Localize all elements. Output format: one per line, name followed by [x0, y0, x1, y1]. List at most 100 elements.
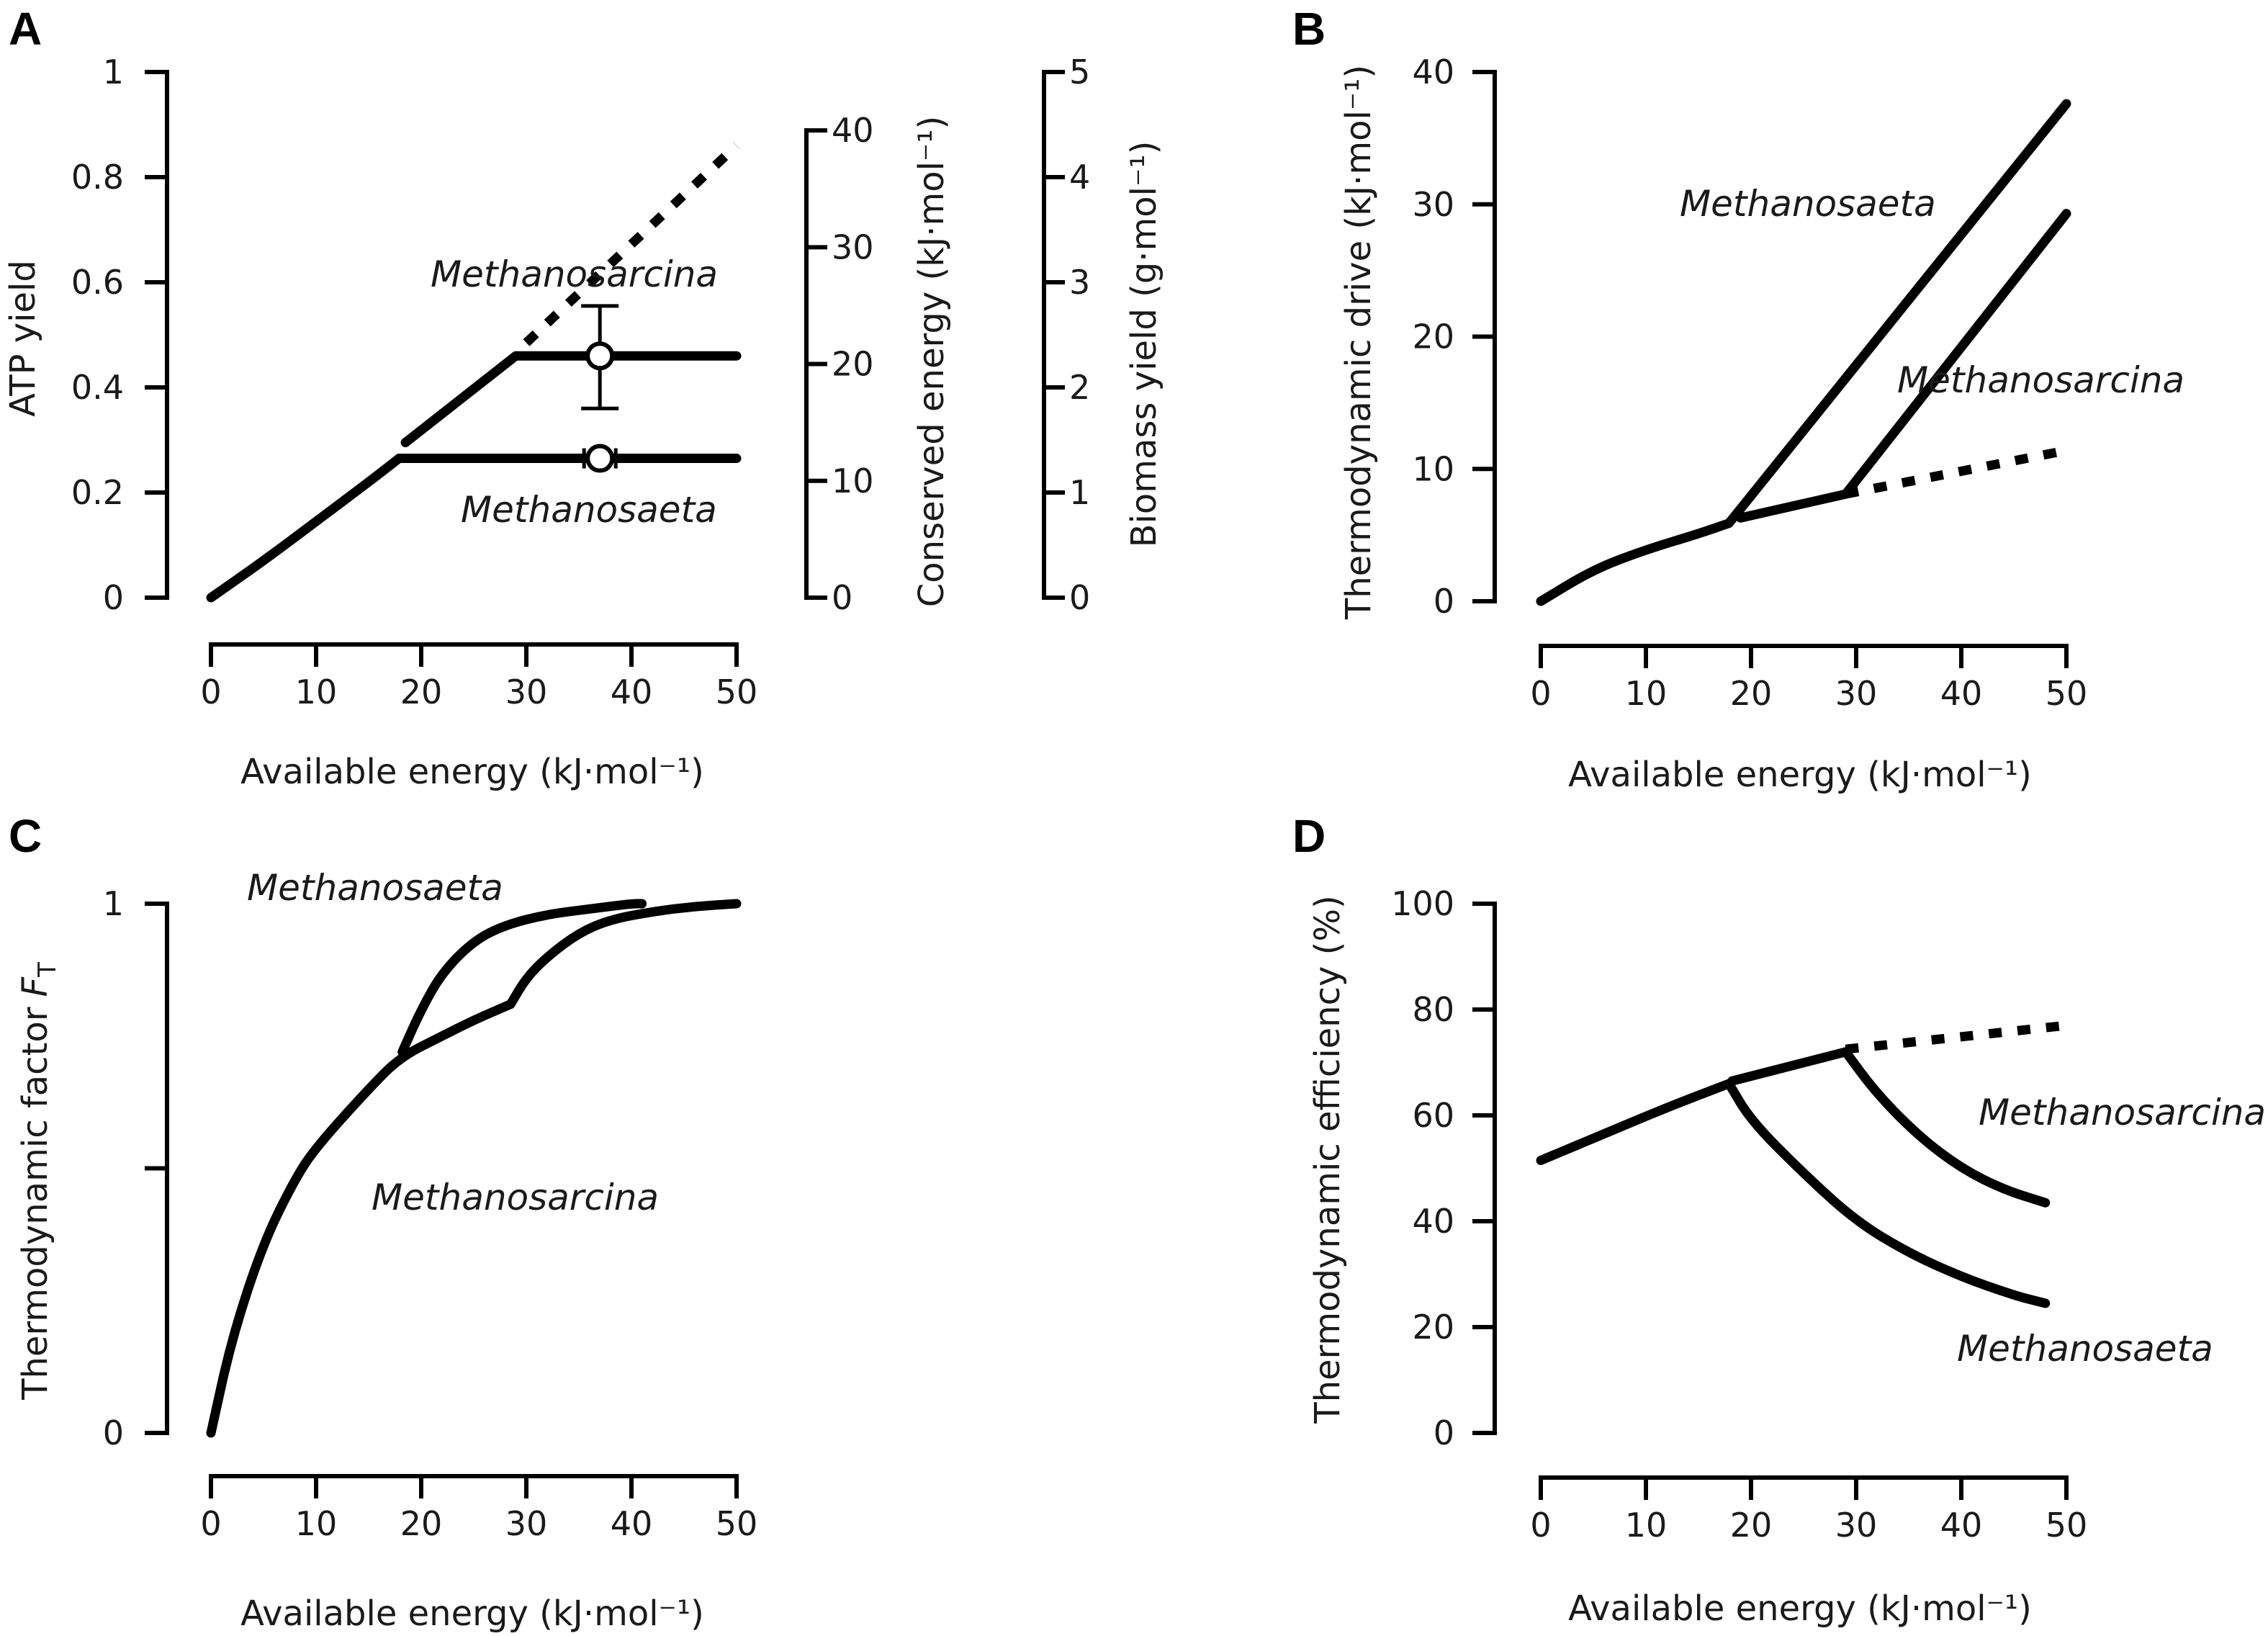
panel-b: B 0 10 20 30 40 50 0 10 20 30 40 Methanosaeta Meth… — [1292, 3, 2184, 795]
panel-a-x-tick-label: 10 — [295, 673, 338, 711]
panel-d-y-tick-label: 60 — [1412, 1096, 1454, 1135]
panel-letter-c: C — [9, 810, 42, 862]
panel-b-x-tick-label: 40 — [1940, 674, 1983, 713]
panel-c-y-axis-label: Thermodynamic factor FT — [15, 962, 62, 1401]
panel-c-x-axis-label: Available energy (kJ·mol⁻¹) — [240, 1594, 704, 1634]
panel-b-y-tick-label: 30 — [1412, 185, 1454, 224]
panel-a-series-shared-linear-rise — [206, 454, 404, 603]
panel-c: C 0 10 20 30 40 50 0 1 Methanosaeta Methanosarc… — [9, 810, 757, 1634]
panel-a-y-axis-label: ATP yield — [3, 260, 43, 417]
panel-c-x-tick-label: 40 — [611, 1504, 653, 1543]
panel-b-x-axis-label: Available energy (kJ·mol⁻¹) — [1568, 755, 2032, 795]
label-methanosarcina-b: Methanosarcina — [1897, 359, 2184, 401]
label-methanosaeta-c: Methanosaeta — [247, 867, 503, 909]
panel-c-plot-area: 0 10 20 30 40 50 0 1 — [103, 884, 758, 1543]
panel-c-x-tick-label: 10 — [295, 1504, 338, 1543]
panel-c-y-axis-subscript: T — [33, 962, 62, 978]
panel-d-x-tick-label: 50 — [2046, 1506, 2088, 1545]
panel-b-y-tick-label: 0 — [1434, 582, 1454, 621]
panel-a-conserved-energy-axis-label: Conserved energy (kJ·mol⁻¹) — [912, 116, 952, 607]
label-methanosaeta-a: Methanosaeta — [461, 489, 717, 531]
panel-c-x-tick-label: 20 — [400, 1504, 443, 1543]
panel-a-x-tick-label: 50 — [716, 673, 758, 711]
panel-b-series-methanosaeta — [1724, 99, 2071, 529]
label-methanosaeta-d: Methanosaeta — [1957, 1328, 2213, 1370]
panel-a-conserved-energy-tick-label: 10 — [832, 462, 874, 500]
panel-a-y-tick-label: 0.8 — [71, 158, 124, 197]
panel-b-y-axis-label: Thermodynamic drive (kJ·mol⁻¹) — [1338, 65, 1379, 620]
panel-b-x-tick-label: 30 — [1835, 674, 1878, 713]
panel-b-y-tick-label: 20 — [1412, 318, 1454, 356]
panel-a-conserved-energy-tick-label: 0 — [832, 578, 852, 617]
panel-b-x-tick-label: 50 — [2046, 674, 2088, 713]
panel-c-series-methanosarcina — [505, 899, 742, 1010]
panel-letter-b: B — [1292, 3, 1326, 55]
panel-a-biomass-axis-label: Biomass yield (g·mol⁻¹) — [1124, 141, 1164, 548]
panel-b-series-shared — [1536, 518, 1734, 606]
panel-b-series-methanosarcina-extrapolated — [1845, 446, 2068, 499]
panel-a-point-methanosarcina-observed — [585, 341, 615, 371]
panel-a-conserved-energy-tick-label: 20 — [832, 345, 874, 384]
panel-b-plot-area: 0 10 20 30 40 50 0 10 20 30 40 — [1412, 53, 2087, 713]
panel-a-conserved-energy-tick-label: 40 — [832, 111, 874, 150]
panel-a: A 0 10 20 30 40 5000.20.40.60.810102030400123… — [3, 3, 1164, 792]
label-methanosaeta-b: Methanosaeta — [1680, 183, 1936, 225]
panel-c-x-tick-label: 50 — [716, 1504, 758, 1543]
panel-a-series-methanosarcina-extrapolated — [523, 142, 740, 346]
panel-a-y-tick-label: 1 — [103, 53, 124, 91]
panel-d-series-methanosaeta — [1724, 1079, 2051, 1308]
panel-a-biomass-tick-label: 4 — [1069, 158, 1090, 197]
panel-c-x-tick-label: 0 — [200, 1504, 221, 1543]
panel-c-series-shared — [206, 999, 516, 1438]
panel-a-y-tick-label: 0 — [103, 578, 124, 617]
panel-b-y-tick-label: 40 — [1412, 53, 1454, 91]
panel-d-series-methanosarcina-extrapolated — [1845, 1020, 2067, 1054]
panel-d-y-tick-label: 80 — [1412, 990, 1454, 1029]
panel-b-x-tick-label: 20 — [1730, 674, 1773, 713]
panel-letter-d: D — [1292, 810, 1326, 862]
panel-c-y-axis-label-text: Thermodynamic factor — [15, 1007, 55, 1401]
panel-b-series-methanosarcina-lower-branch — [1735, 489, 1850, 523]
panel-a-x-tick-label: 40 — [611, 673, 653, 711]
panel-a-y-tick-label: 0.2 — [71, 473, 124, 512]
panel-a-x-tick-label: 20 — [400, 673, 443, 711]
panel-b-x-tick-label: 10 — [1625, 674, 1668, 713]
panel-d-x-axis-label: Available energy (kJ·mol⁻¹) — [1568, 1588, 2032, 1629]
panel-letter-a: A — [9, 3, 42, 55]
panel-a-conserved-energy-tick-label: 30 — [832, 228, 874, 266]
panel-a-x-tick-label: 0 — [200, 673, 221, 711]
panel-d-series-methanosarcina-rise — [1727, 1047, 1850, 1086]
panel-d-y-tick-label: 40 — [1412, 1202, 1454, 1241]
panel-a-biomass-tick-label: 0 — [1069, 578, 1090, 617]
panel-c-y-tick-label: 1 — [103, 884, 124, 923]
panel-d-y-tick-label: 100 — [1391, 884, 1454, 923]
label-methanosarcina-c: Methanosarcina — [372, 1177, 659, 1218]
panel-c-y-tick-label: 0 — [103, 1413, 124, 1452]
panel-d-plot-area: 0 10 20 30 40 50 0 20 40 60 80 100 — [1391, 884, 2087, 1545]
panel-c-y-axis-symbol: F — [15, 976, 55, 997]
panel-a-biomass-tick-label: 5 — [1069, 53, 1090, 91]
panel-d-x-tick-label: 0 — [1530, 1506, 1551, 1545]
panel-b-x-tick-label: 0 — [1530, 674, 1551, 713]
panel-c-series-methanosaeta — [397, 899, 647, 1057]
panel-a-point-methanosaeta-observed — [585, 444, 615, 473]
label-methanosarcina-d: Methanosarcina — [1979, 1092, 2266, 1133]
panel-d: D 0 10 20 30 40 50 0 20 40 60 80 100 Methanosarcina… — [1292, 810, 2266, 1629]
panel-d-y-tick-label: 0 — [1434, 1413, 1454, 1452]
panel-d-y-tick-label: 20 — [1412, 1308, 1454, 1347]
panel-a-x-tick-label: 30 — [505, 673, 548, 711]
panel-a-biomass-tick-label: 3 — [1069, 263, 1090, 302]
panel-b-series-methanosarcina — [1840, 209, 2071, 499]
panel-a-y-tick-label: 0.4 — [71, 368, 124, 407]
panel-d-x-tick-label: 10 — [1625, 1506, 1668, 1545]
panel-a-y-tick-label: 0.6 — [71, 263, 124, 302]
panel-d-x-tick-label: 30 — [1835, 1506, 1878, 1545]
panel-a-biomass-tick-label: 2 — [1069, 368, 1090, 407]
panel-a-series-methanosarcina-rise — [400, 351, 521, 448]
panel-a-biomass-tick-label: 1 — [1069, 473, 1090, 512]
panel-b-y-tick-label: 10 — [1412, 449, 1454, 488]
panel-d-x-tick-label: 40 — [1940, 1506, 1983, 1545]
panel-a-x-axis-label: Available energy (kJ·mol⁻¹) — [240, 752, 704, 792]
